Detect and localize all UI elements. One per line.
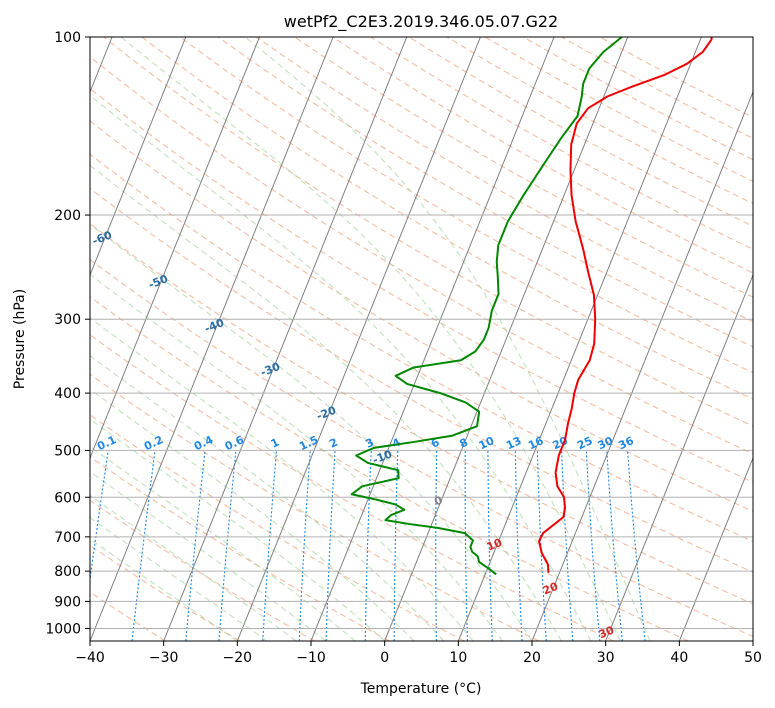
x-axis-title: Temperature (°C) [360,681,482,697]
y-tick-label: 300 [54,312,81,328]
x-tick-label: 40 [670,650,688,666]
x-tick-label: −20 [223,650,253,666]
y-tick-label: 100 [54,30,81,46]
x-tick-label: −30 [149,650,179,666]
x-tick-label: 20 [523,650,541,666]
y-tick-label: 400 [54,386,81,402]
y-tick-label: 800 [54,564,81,580]
y-tick-label: 200 [54,208,81,224]
x-tick-label: −10 [296,650,326,666]
y-tick-label: 600 [54,490,81,506]
y-axis-title: Pressure (hPa) [12,289,28,389]
chart-title: wetPf2_C2E3.2019.346.05.07.G22 [284,12,558,32]
x-tick-label: 0 [380,650,389,666]
y-tick-label: 1000 [45,621,81,637]
y-tick-label: 500 [54,443,81,459]
y-tick-label: 900 [54,594,81,610]
x-tick-label: 50 [744,650,762,666]
y-tick-label: 700 [54,530,81,546]
x-tick-label: 10 [449,650,467,666]
x-tick-label: −40 [75,650,105,666]
x-tick-label: 30 [597,650,615,666]
